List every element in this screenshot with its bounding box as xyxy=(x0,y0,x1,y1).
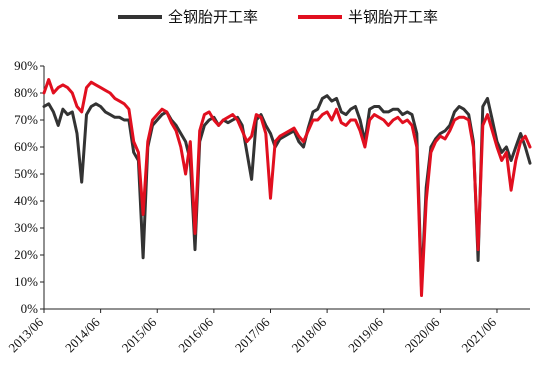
legend: 全钢胎开工率 半钢胎开工率 xyxy=(0,6,534,32)
x-tick-label: 2018/06 xyxy=(288,314,329,355)
y-tick-label: 20% xyxy=(14,247,38,262)
y-tick-label: 0% xyxy=(21,301,39,316)
legend-label-series-2: 半钢胎开工率 xyxy=(348,8,439,26)
x-tick-label: 2019/06 xyxy=(345,314,386,355)
x-tick-label: 2021/06 xyxy=(458,314,499,355)
legend-swatch-series-1 xyxy=(118,14,162,19)
legend-item-series-1: 全钢胎开工率 xyxy=(118,6,258,27)
x-tick-label: 2017/06 xyxy=(232,314,273,355)
x-tick-label: 2016/06 xyxy=(175,314,216,355)
legend-swatch-series-2 xyxy=(298,14,342,19)
y-tick-label: 70% xyxy=(14,112,38,127)
y-tick-label: 60% xyxy=(14,139,38,154)
series-layer xyxy=(42,78,532,297)
legend-label-series-1: 全钢胎开工率 xyxy=(168,8,259,26)
x-tick-label: 2020/06 xyxy=(402,314,443,355)
y-tick-label: 90% xyxy=(14,58,38,73)
x-tick-label: 2015/06 xyxy=(119,314,160,355)
x-tick-label: 2013/06 xyxy=(5,314,46,355)
y-axis: 0% 10% 20% 30% 40% 50% 60% 70% 80% 90% xyxy=(14,58,45,316)
y-tick-label: 40% xyxy=(14,193,38,208)
series-line-1 xyxy=(42,94,532,289)
y-tick-label: 10% xyxy=(14,274,38,289)
y-tick-label: 80% xyxy=(14,85,38,100)
y-tick-label: 50% xyxy=(14,166,38,181)
y-tick-label: 30% xyxy=(14,220,38,235)
x-axis: 2013/06 2014/06 2015/06 2016/06 2017/06 2018/… xyxy=(5,308,530,355)
x-tick-label: 2014/06 xyxy=(62,314,103,355)
legend-item-series-2: 半钢胎开工率 xyxy=(298,6,438,27)
series-line-2 xyxy=(42,78,532,297)
